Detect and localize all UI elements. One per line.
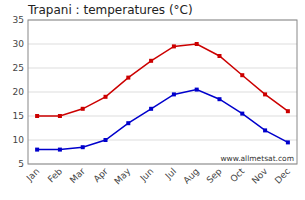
series-marker: [81, 145, 85, 149]
series-marker: [263, 128, 267, 132]
series-marker: [149, 59, 153, 63]
series-marker: [58, 114, 62, 118]
series-marker: [104, 138, 108, 142]
y-tick-label: 25: [13, 63, 24, 73]
series-marker: [240, 73, 244, 77]
y-tick-label: 35: [13, 15, 24, 25]
series-marker: [217, 54, 221, 58]
series-line: [37, 44, 288, 116]
x-tick-label: Oct: [228, 166, 246, 184]
series-marker: [126, 76, 130, 80]
grid-line: [28, 44, 297, 45]
series-marker: [149, 107, 153, 111]
x-tick-label: Aug: [181, 166, 201, 186]
x-tick-label: Jan: [24, 166, 42, 184]
plot-area: [35, 42, 290, 152]
grid-line: [28, 116, 297, 117]
y-tick-label: 15: [13, 111, 24, 121]
x-tick-label: Nov: [250, 166, 270, 186]
y-tick-label: 5: [18, 159, 24, 169]
series-marker: [217, 97, 221, 101]
y-tick-label: 20: [13, 87, 25, 97]
series-line: [37, 90, 288, 150]
series-marker: [172, 92, 176, 96]
series-marker: [81, 107, 85, 111]
y-tick-label: 30: [13, 39, 25, 49]
series-marker: [126, 121, 130, 125]
y-grid: [28, 20, 297, 164]
series-marker: [286, 140, 290, 144]
series-marker: [104, 95, 108, 99]
series-marker: [263, 92, 267, 96]
x-tick-label: Jun: [138, 166, 156, 184]
x-tick-label: Apr: [92, 166, 110, 184]
chart-container: 5 10 15 20 25 30 35 JanFebMar AprMay Jun JulAugSep…: [0, 0, 305, 200]
series-marker: [240, 112, 244, 116]
series-marker: [58, 148, 62, 152]
x-tick-label: Feb: [46, 166, 65, 185]
series-marker: [35, 114, 39, 118]
series-marker: [195, 88, 199, 92]
x-tick-label: Sep: [205, 166, 224, 185]
series-marker: [195, 42, 199, 46]
series-marker: [172, 44, 176, 48]
x-tick-label: Dec: [273, 166, 292, 185]
watermark: www.allmetsat.com: [220, 154, 294, 163]
x-tick-label: Mar: [68, 166, 87, 185]
grid-line: [28, 68, 297, 69]
grid-line: [28, 92, 297, 93]
y-tick-label: 10: [13, 135, 25, 145]
series-marker: [35, 148, 39, 152]
series-marker: [286, 109, 290, 113]
plot-frame: [28, 20, 297, 164]
grid-line: [28, 140, 297, 141]
x-tick-label: May: [112, 166, 133, 187]
chart-title: Trapani : temperatures (°C): [27, 3, 193, 17]
chart-svg: 5 10 15 20 25 30 35 JanFebMar AprMay Jun JulAugSep…: [0, 0, 305, 200]
x-tick-label: Jul: [163, 166, 178, 181]
